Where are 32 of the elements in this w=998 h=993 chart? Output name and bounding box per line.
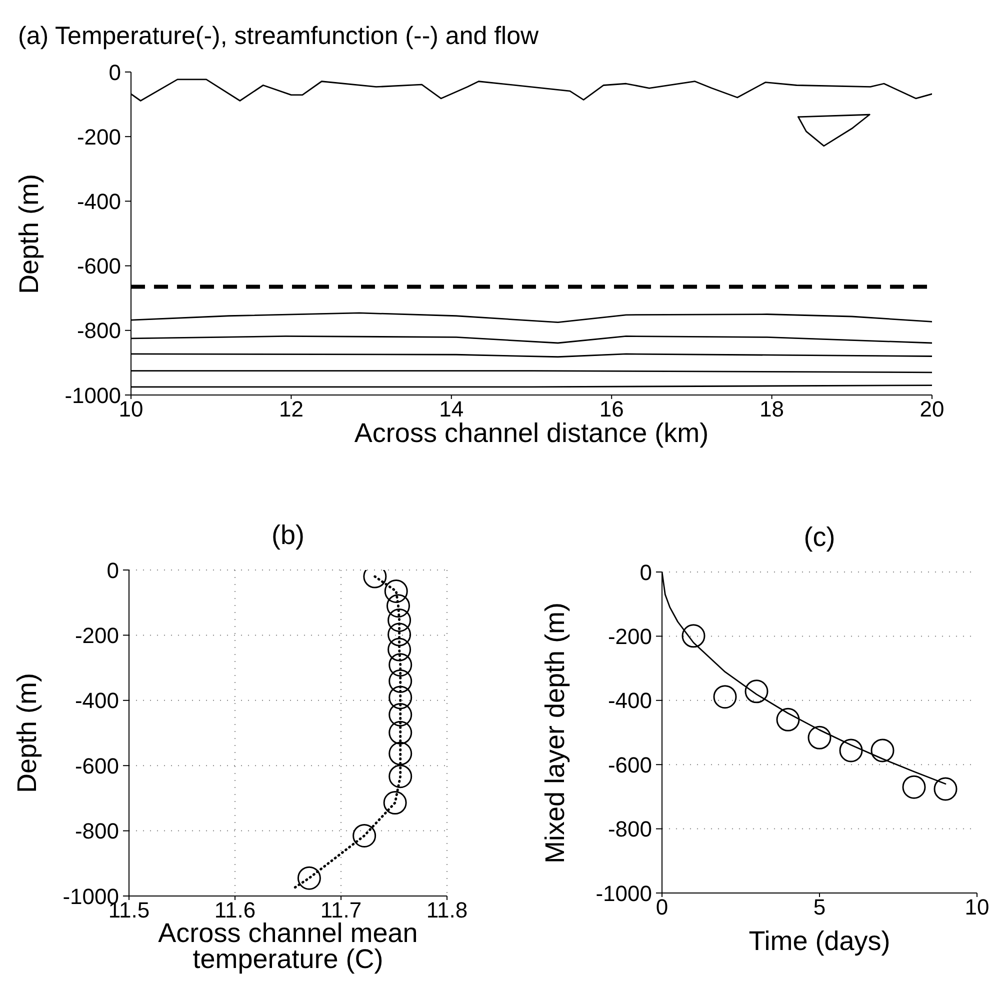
y-tick-label: -600 <box>76 254 121 279</box>
y-axis-title: Depth (m) <box>14 173 44 294</box>
y-tick-label: 0 <box>106 558 119 583</box>
x-tick-label: 10 <box>118 396 144 422</box>
y-tick-label: -800 <box>74 818 119 844</box>
x-tick-label: 11.8 <box>426 898 468 923</box>
x-tick-label: 20 <box>920 396 944 422</box>
y-tick-label: 0 <box>640 560 652 585</box>
x-tick-label: 0 <box>656 894 668 920</box>
x-tick-label: 10 <box>964 894 990 920</box>
y-tick-label: -800 <box>608 816 652 842</box>
x-tick-label: 18 <box>760 396 784 422</box>
y-tick-label: -1000 <box>64 382 121 408</box>
y-axis-title: Depth (m) <box>12 672 43 796</box>
y-tick-label: -600 <box>608 752 652 778</box>
chart-title: (a) Temperature(-), streamfunction (--) and flow <box>18 22 540 51</box>
y-tick-label: -400 <box>608 688 652 714</box>
x-tick-label: 5 <box>813 894 826 920</box>
x-axis-title: Time (days) <box>748 926 892 956</box>
y-tick-label: -200 <box>74 623 119 648</box>
y-tick-label: -600 <box>74 753 119 778</box>
x-tick-label: 12 <box>278 396 304 422</box>
y-tick-label: -200 <box>608 624 652 650</box>
y-tick-label: -800 <box>76 318 121 344</box>
chart-title: (b) <box>270 520 306 551</box>
y-tick-label: 0 <box>108 60 121 85</box>
y-tick-label: -200 <box>76 124 121 150</box>
y-tick-label: -400 <box>74 688 119 714</box>
chart-title: (c) <box>802 522 836 553</box>
y-axis-title: Mixed layer depth (m) <box>540 600 571 866</box>
y-tick-label: -400 <box>76 189 121 214</box>
y-tick-label: -1000 <box>596 880 652 906</box>
